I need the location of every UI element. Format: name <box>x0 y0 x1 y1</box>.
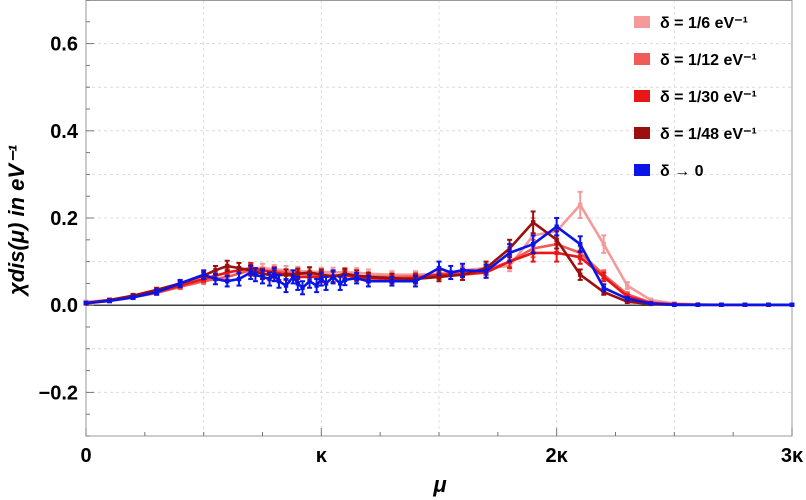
data-point <box>742 302 748 307</box>
legend-swatch <box>634 90 650 102</box>
legend-label: δ = 1/6 eV⁻¹ <box>660 15 748 32</box>
data-point <box>236 265 242 271</box>
x-axis-title: μ <box>432 472 446 497</box>
data-point <box>330 274 336 280</box>
data-point <box>719 302 724 307</box>
data-point <box>648 301 653 306</box>
legend: δ = 1/6 eV⁻¹ δ = 1/12 eV⁻¹ δ = 1/30 eV⁻¹ δ … <box>634 15 757 180</box>
data-point <box>530 220 536 225</box>
data-point <box>130 295 136 300</box>
data-point <box>578 255 583 260</box>
data-point <box>436 274 442 280</box>
data-point <box>300 285 305 290</box>
data-point <box>354 275 359 281</box>
legend-swatch <box>634 127 650 139</box>
data-point <box>625 299 630 304</box>
x-tick-label: 3κ <box>781 445 804 467</box>
y-tick-label: 0.6 <box>50 34 78 56</box>
data-point <box>342 277 348 283</box>
grid <box>86 0 792 436</box>
tick-labels: 0 κ 2κ 3κ −0.2 0.0 0.2 0.4 0.6 <box>39 34 804 467</box>
data-point <box>554 224 559 229</box>
data-point <box>260 274 265 280</box>
data-point <box>314 283 319 288</box>
data-point <box>213 268 218 273</box>
data-point <box>295 281 300 286</box>
y-tick-label: 0.4 <box>50 121 79 143</box>
data-point <box>625 296 630 301</box>
data-point <box>307 279 312 284</box>
data-point <box>578 241 583 247</box>
data-point <box>554 237 559 242</box>
series-group <box>83 190 795 307</box>
legend-label: δ = 1/30 eV⁻¹ <box>660 89 757 106</box>
data-point <box>413 279 418 284</box>
data-point <box>295 271 300 277</box>
legend-swatch <box>634 164 650 176</box>
data-point <box>554 250 559 256</box>
data-point <box>276 279 282 284</box>
data-point <box>601 274 606 280</box>
data-point <box>107 298 112 304</box>
data-point <box>225 279 230 284</box>
data-point <box>448 270 453 275</box>
data-point <box>323 281 329 286</box>
y-tick-label: 0.2 <box>50 208 78 230</box>
data-point <box>319 276 324 282</box>
data-point <box>253 272 258 277</box>
data-point <box>248 270 253 275</box>
y-tick-label: −0.2 <box>39 382 78 404</box>
data-point <box>201 272 206 277</box>
data-point <box>154 289 159 295</box>
x-tick-label: 0 <box>80 445 91 467</box>
data-point <box>272 272 277 277</box>
data-point <box>366 279 371 284</box>
legend-label: δ → 0 <box>660 163 704 180</box>
data-point <box>530 241 536 247</box>
data-point <box>225 270 230 275</box>
data-point <box>789 302 795 307</box>
data-point <box>307 270 312 275</box>
data-point <box>283 283 289 288</box>
data-point <box>267 276 272 282</box>
data-point <box>177 281 183 286</box>
series-5 <box>83 217 795 307</box>
data-point <box>213 276 218 282</box>
x-tick-label: κ <box>316 445 328 467</box>
data-point <box>578 272 583 277</box>
data-point <box>436 265 442 271</box>
data-point <box>83 300 89 306</box>
y-tick-label: 0.0 <box>50 295 78 317</box>
data-point <box>460 268 465 273</box>
legend-label: δ = 1/48 eV⁻¹ <box>660 126 757 143</box>
data-point <box>578 202 583 208</box>
data-point <box>225 263 230 269</box>
data-point <box>389 279 395 284</box>
y-axis-title: χdis(μ) in eV⁻¹ <box>4 144 29 297</box>
data-point <box>236 276 242 282</box>
data-point <box>648 297 653 303</box>
data-point <box>766 302 771 307</box>
data-point <box>601 285 606 290</box>
legend-swatch <box>634 16 650 28</box>
data-point <box>283 272 289 277</box>
data-point <box>625 283 630 288</box>
legend-swatch <box>634 53 650 65</box>
data-point <box>601 241 606 247</box>
x-tick-label: 2κ <box>546 445 569 467</box>
data-point <box>695 302 701 307</box>
data-point <box>672 302 677 307</box>
data-point <box>507 250 512 256</box>
legend-label: δ = 1/12 eV⁻¹ <box>660 52 757 69</box>
data-point <box>483 268 489 274</box>
data-point <box>337 281 343 286</box>
data-point <box>290 274 296 280</box>
